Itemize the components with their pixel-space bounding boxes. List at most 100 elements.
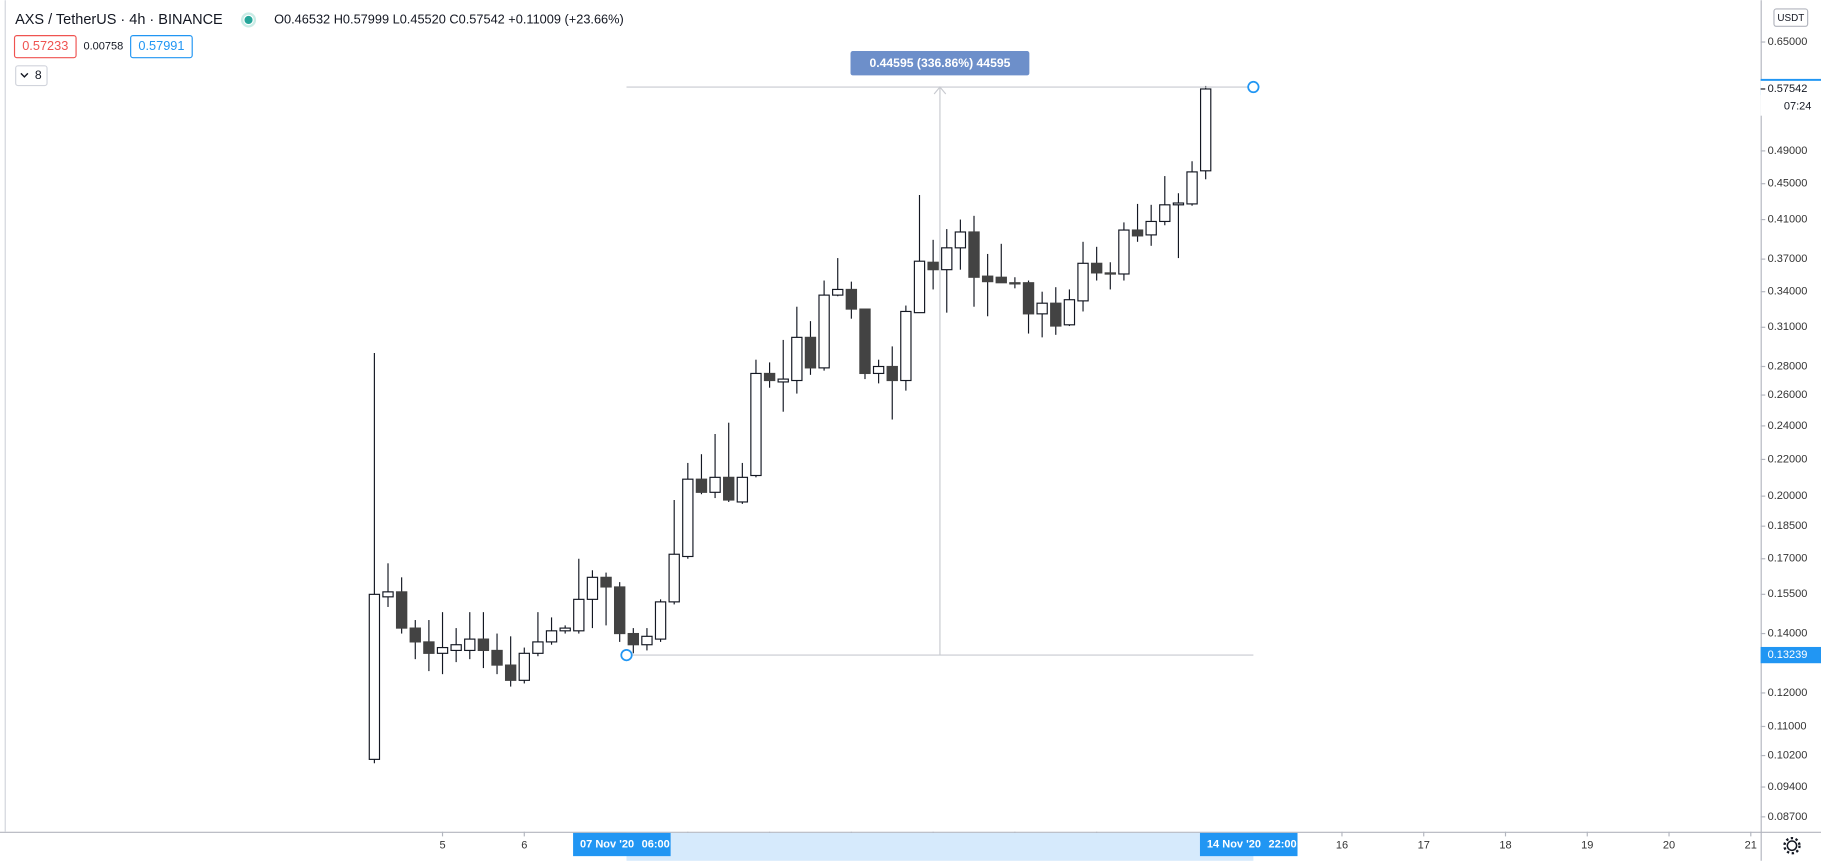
- y-tick-label: 0.34000: [1768, 286, 1808, 298]
- x-tick-label: 17: [1418, 840, 1430, 852]
- candle-body: [450, 644, 462, 652]
- candle-body: [913, 260, 926, 314]
- x-tick-label: 18: [1499, 840, 1511, 852]
- measure-label: 0.44595 (336.86%) 44595: [869, 56, 1010, 70]
- sell-price[interactable]: 0.57233: [22, 38, 68, 53]
- candle-body: [395, 591, 408, 629]
- measure-label-box: [850, 51, 1030, 76]
- candle-body: [1131, 229, 1144, 237]
- indicators-toggle[interactable]: [15, 65, 48, 87]
- candle-body: [927, 261, 939, 271]
- candle-body: [872, 365, 885, 375]
- candle-body: [1077, 262, 1089, 302]
- candle-body: [941, 247, 953, 271]
- candle-body: [791, 336, 803, 382]
- candle-body: [682, 478, 694, 558]
- measure-arrow: [933, 86, 947, 95]
- candle-body: [886, 365, 898, 382]
- candle-body: [736, 476, 749, 503]
- candle-body: [477, 638, 490, 652]
- y-tick-label: 0.10200: [1768, 749, 1808, 761]
- symbol[interactable]: AXS / TetherUS · 4h · BINANCE: [15, 12, 223, 28]
- x-tick-label: 16: [1336, 840, 1348, 852]
- y-tick-label: 0.11000: [1768, 720, 1807, 732]
- time-marker-date: 14 Nov '20: [1207, 838, 1261, 850]
- candle-body: [518, 652, 530, 681]
- y-tick-label: 0.37000: [1768, 253, 1808, 265]
- candle-body: [1022, 282, 1035, 315]
- y-tick-label: 0.26000: [1768, 389, 1808, 401]
- candle-body: [1172, 202, 1185, 206]
- y-tick-label: 0.17000: [1768, 553, 1808, 565]
- candle-body: [900, 310, 912, 382]
- y-tick-label: 0.12000: [1768, 687, 1808, 699]
- measure-handle-end: [1247, 80, 1260, 94]
- indicator-count[interactable]: 8: [35, 68, 42, 82]
- chevron-icon: [20, 72, 29, 78]
- candle-body: [559, 627, 571, 632]
- currency[interactable]: USDT: [1777, 13, 1804, 24]
- candle-body: [545, 630, 558, 643]
- x-tick-label: 20: [1663, 840, 1675, 852]
- candle-body: [954, 231, 967, 249]
- bar-countdown: 07:24: [1784, 100, 1812, 112]
- candle-body: [859, 308, 871, 375]
- y-tick-label: 0.24000: [1768, 420, 1808, 432]
- candle-body: [981, 275, 994, 283]
- y-tick-label: 0.49000: [1768, 145, 1808, 157]
- y-tick-label: 0.14000: [1768, 627, 1808, 639]
- candle-body: [641, 635, 653, 646]
- time-marker-time: 06:00: [642, 838, 670, 850]
- candle-body: [1118, 229, 1130, 275]
- y-tick-label: 0.45000: [1768, 178, 1808, 190]
- header: AXS / TetherUS · 4h · BINANCE O0.46532 H…: [13, 11, 624, 87]
- candle-body: [804, 336, 817, 369]
- y-tick-label: 0.15500: [1768, 588, 1808, 600]
- candle-body: [695, 478, 708, 493]
- time-marker-date: 07 Nov '20: [580, 838, 634, 850]
- settings-icon[interactable]: [1783, 836, 1801, 855]
- y-tick-label: 0.28000: [1768, 360, 1808, 372]
- currency-box[interactable]: [1773, 8, 1809, 27]
- candle-body: [1090, 262, 1103, 274]
- market-status-dot: [244, 15, 253, 25]
- candle-body: [600, 576, 612, 588]
- x-tick-label: 19: [1581, 840, 1593, 852]
- measure-from-price-box: [1760, 646, 1821, 664]
- spread: 0.00758: [83, 41, 123, 53]
- sell-button[interactable]: [13, 35, 77, 59]
- candle-body: [1186, 171, 1198, 205]
- candle-body: [968, 231, 980, 278]
- candle-body: [504, 664, 517, 681]
- buy-price[interactable]: 0.57991: [138, 38, 184, 53]
- gear-teeth: [1783, 836, 1801, 855]
- last-price-box: [1760, 80, 1821, 116]
- candle-body: [763, 372, 776, 382]
- candle-body: [382, 591, 394, 598]
- y-tick-label: 0.09400: [1768, 781, 1808, 793]
- candle-body: [995, 276, 1007, 284]
- candle-body: [627, 632, 639, 646]
- y-tick-label: 0.31000: [1768, 321, 1808, 333]
- gear-ring: [1786, 840, 1798, 852]
- candle-body: [1104, 272, 1116, 275]
- candle-body: [491, 649, 503, 666]
- buy-button[interactable]: [130, 35, 193, 59]
- candle-body: [423, 641, 435, 654]
- measure-from-price: 0.13239: [1768, 649, 1808, 661]
- x-tick-label: 21: [1745, 840, 1757, 852]
- candle-body: [532, 641, 544, 654]
- candle-body: [723, 476, 735, 501]
- candle-body: [1036, 302, 1048, 315]
- y-tick-label: 0.65000: [1768, 36, 1808, 48]
- y-tick-label: 0.41000: [1768, 213, 1808, 225]
- candle-body: [368, 593, 381, 760]
- candle-body: [436, 646, 449, 654]
- ohlc-values: O0.46532 H0.57999 L0.45520 C0.57542 +0.1…: [274, 11, 624, 26]
- candle-body: [709, 476, 721, 493]
- y-tick-label: 0.08700: [1768, 811, 1808, 823]
- y-tick-label: 0.20000: [1768, 490, 1808, 502]
- candle-body: [832, 288, 844, 296]
